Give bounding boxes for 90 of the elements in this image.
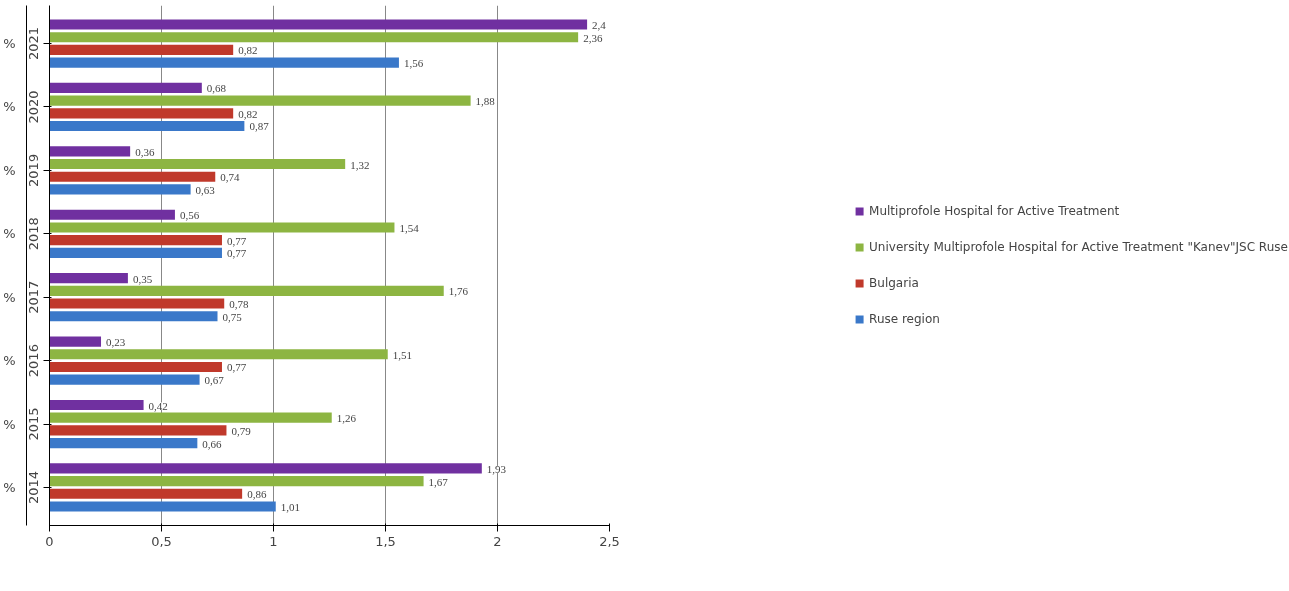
bar bbox=[49, 108, 234, 119]
bar bbox=[49, 349, 388, 360]
y-tick-label: 2020 bbox=[26, 90, 42, 124]
data-label: 0,56 bbox=[179, 209, 200, 222]
bar bbox=[49, 285, 444, 296]
bar bbox=[49, 311, 218, 322]
y-tick-label: 2015 bbox=[26, 407, 42, 441]
bar bbox=[49, 120, 245, 132]
data-label: 1,01 bbox=[280, 500, 300, 513]
x-tick-label: 0 bbox=[45, 533, 54, 549]
bar bbox=[49, 488, 243, 499]
legend-label: University Multiprofole Hospital for Active Treatment "Kanev"JSC Ruse bbox=[869, 240, 1288, 254]
bar bbox=[49, 57, 399, 68]
data-label: 0,66 bbox=[202, 437, 223, 450]
data-label: 1,26 bbox=[336, 412, 357, 425]
data-label: 1,88 bbox=[475, 95, 496, 108]
bar bbox=[49, 501, 276, 512]
legend-label: Ruse region bbox=[869, 312, 940, 326]
y-tick-label: 2021 bbox=[26, 27, 42, 61]
x-tick-label: 2 bbox=[493, 533, 502, 549]
y-tick-label: 2017 bbox=[26, 280, 42, 314]
data-label: 1,76 bbox=[448, 285, 469, 298]
data-label: 0,23 bbox=[106, 336, 126, 349]
legend-label: Bulgaria bbox=[869, 276, 919, 290]
x-tick-label: 0,5 bbox=[151, 533, 172, 549]
data-label: 2,36 bbox=[583, 31, 603, 44]
bar bbox=[49, 374, 200, 385]
data-label: 0,79 bbox=[231, 424, 252, 437]
bar bbox=[49, 146, 131, 157]
x-tick-label: 2,5 bbox=[599, 533, 620, 549]
text: % bbox=[3, 416, 16, 432]
data-label: 0,86 bbox=[247, 488, 267, 501]
bar bbox=[49, 476, 424, 487]
data-label: 2,4 bbox=[592, 19, 607, 32]
bar bbox=[49, 298, 225, 309]
data-label: 0,63 bbox=[195, 183, 216, 196]
data-label: 0,68 bbox=[206, 82, 227, 95]
data-label: 0,77 bbox=[226, 234, 247, 247]
bar bbox=[49, 19, 588, 30]
x-tick-label: 1,5 bbox=[375, 533, 396, 549]
bar bbox=[49, 361, 222, 373]
text: % bbox=[3, 226, 16, 242]
bar bbox=[49, 437, 198, 449]
data-label: 1,54 bbox=[399, 221, 420, 234]
bar bbox=[49, 336, 102, 347]
data-label: 0,87 bbox=[249, 120, 270, 133]
bar bbox=[49, 425, 227, 436]
y-tick-label: 2016 bbox=[26, 344, 42, 378]
bar bbox=[49, 273, 128, 284]
text: % bbox=[3, 479, 16, 495]
data-label: 1,32 bbox=[350, 158, 370, 171]
bar bbox=[49, 209, 175, 220]
bar bbox=[49, 184, 191, 195]
y-axis-title: % bbox=[3, 36, 16, 52]
bar bbox=[49, 82, 202, 94]
data-label: 1,56 bbox=[403, 57, 424, 70]
data-label: 0,82 bbox=[238, 44, 258, 57]
data-label: 0,74 bbox=[220, 171, 241, 184]
data-label: 0,42 bbox=[148, 399, 168, 412]
data-label: 0,77 bbox=[226, 247, 247, 260]
data-label: 0,77 bbox=[226, 361, 247, 374]
legend-label: Multiprofole Hospital for Active Treatment bbox=[869, 204, 1120, 218]
data-label: 1,51 bbox=[392, 348, 412, 361]
text: % bbox=[3, 99, 16, 115]
x-tick-label: 1 bbox=[269, 533, 278, 549]
bar bbox=[49, 171, 216, 182]
y-tick-label: 2019 bbox=[26, 153, 42, 187]
bar bbox=[49, 463, 482, 474]
text: % bbox=[3, 162, 16, 178]
bar bbox=[49, 235, 222, 246]
data-label: 0,78 bbox=[229, 298, 249, 311]
bar bbox=[49, 247, 222, 258]
data-label: 0,67 bbox=[204, 374, 225, 387]
bar bbox=[49, 32, 579, 43]
bar bbox=[49, 412, 332, 423]
data-label: 0,75 bbox=[222, 310, 243, 323]
data-label: 1,93 bbox=[486, 462, 507, 475]
bar bbox=[49, 222, 395, 233]
text: % bbox=[3, 289, 16, 305]
y-tick-label: 2018 bbox=[26, 217, 42, 251]
data-label: 0,35 bbox=[132, 272, 153, 285]
data-label: 1,67 bbox=[428, 475, 449, 488]
bar bbox=[49, 158, 346, 170]
data-label: 0,82 bbox=[238, 107, 258, 120]
text: % bbox=[3, 353, 16, 369]
bar bbox=[49, 95, 471, 106]
data-label: 0,36 bbox=[135, 145, 155, 158]
bar bbox=[49, 44, 234, 55]
y-tick-label: 2014 bbox=[26, 470, 42, 504]
bar bbox=[49, 399, 144, 411]
